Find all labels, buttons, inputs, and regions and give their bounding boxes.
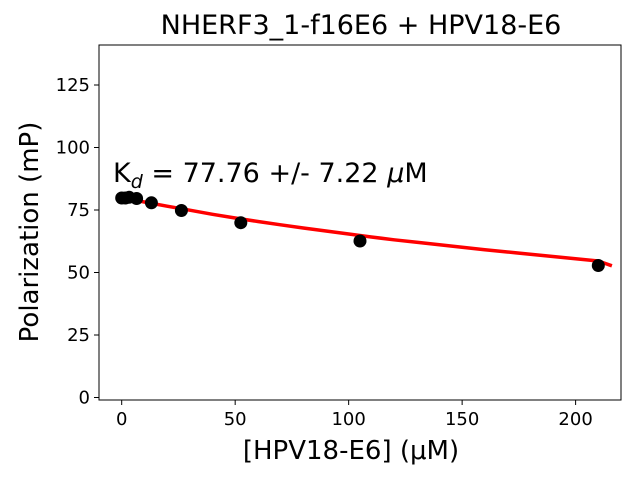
kd-value: = 77.76 +/- 7.22 xyxy=(143,158,387,189)
y-tick-label: 0 xyxy=(79,388,90,409)
chart-title: NHERF3_1-f16E6 + HPV18-E6 xyxy=(161,10,562,41)
series-layer xyxy=(115,190,613,272)
kd-annotation: Kd = 77.76 +/- 7.22 μM xyxy=(113,158,428,193)
x-tick-label: 150 xyxy=(445,409,479,430)
data-point xyxy=(174,204,188,217)
x-tick-label: 0 xyxy=(116,409,127,430)
y-tick-label: 125 xyxy=(56,75,90,96)
data-point xyxy=(130,192,144,205)
y-tick-label: 100 xyxy=(56,138,90,159)
data-point xyxy=(591,259,605,272)
kd-mu: μ xyxy=(386,158,404,189)
x-axis-label: [HPV18-E6] (μM) xyxy=(243,436,459,466)
kd-prefix: K xyxy=(113,158,132,189)
axes-frame xyxy=(98,44,622,401)
y-axis-label: Polarization (mP) xyxy=(15,122,45,343)
y-tick-label: 25 xyxy=(67,325,90,346)
data-point xyxy=(144,196,158,210)
y-axis: 0 25 50 75 100 125 xyxy=(56,75,99,409)
data-point xyxy=(353,234,367,248)
kd-subscript: d xyxy=(131,171,144,193)
y-tick-label: 50 xyxy=(67,263,90,284)
kd-unit: M xyxy=(404,158,427,189)
y-tick-label: 75 xyxy=(67,200,90,221)
plot-area: 0 50 100 150 200 0 25 50 75 100 125 xyxy=(56,44,622,430)
x-tick-label: 200 xyxy=(558,409,592,430)
data-point xyxy=(234,216,248,230)
x-tick-label: 100 xyxy=(331,409,365,430)
x-tick-label: 50 xyxy=(224,409,247,430)
x-axis: 0 50 100 150 200 xyxy=(116,400,593,430)
fit-curve xyxy=(121,195,613,268)
